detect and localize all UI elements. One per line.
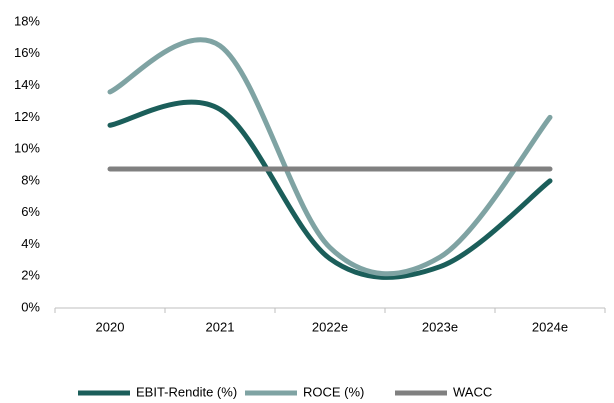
legend-label: EBIT-Rendite (%) <box>136 384 237 399</box>
line-series <box>107 99 553 280</box>
y-tick-label: 8% <box>21 172 40 187</box>
x-tick-label: 2022e <box>312 319 348 334</box>
x-tick-label: 2021 <box>206 319 235 334</box>
y-tick-label: 6% <box>21 204 40 219</box>
x-tick-label: 2024e <box>532 319 568 334</box>
x-tick-label: 2020 <box>96 319 125 334</box>
y-tick-label: 0% <box>21 299 40 314</box>
y-tick-label: 12% <box>14 109 40 124</box>
legend-label: WACC <box>453 384 492 399</box>
y-tick-label: 14% <box>14 77 40 92</box>
y-tick-label: 2% <box>21 268 40 283</box>
line-series <box>107 37 553 277</box>
x-tick-label: 2023e <box>422 319 458 334</box>
y-tick-label: 4% <box>21 236 40 251</box>
y-tick-label: 10% <box>14 141 40 156</box>
legend-label: ROCE (%) <box>303 384 364 399</box>
y-tick-label: 18% <box>14 13 40 28</box>
y-tick-label: 16% <box>14 45 40 60</box>
